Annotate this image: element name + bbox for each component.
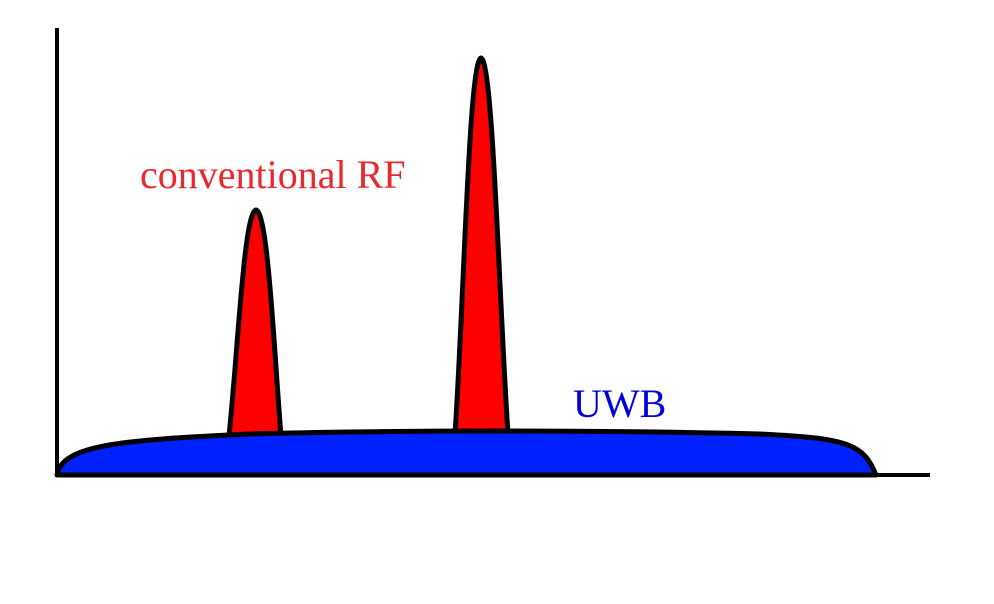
rf-peak (452, 55, 511, 437)
rf-label: conventional RF (140, 152, 406, 197)
uwb-label: UWB (573, 381, 666, 426)
uwb-band (54, 428, 879, 478)
rf-peak (226, 207, 284, 439)
